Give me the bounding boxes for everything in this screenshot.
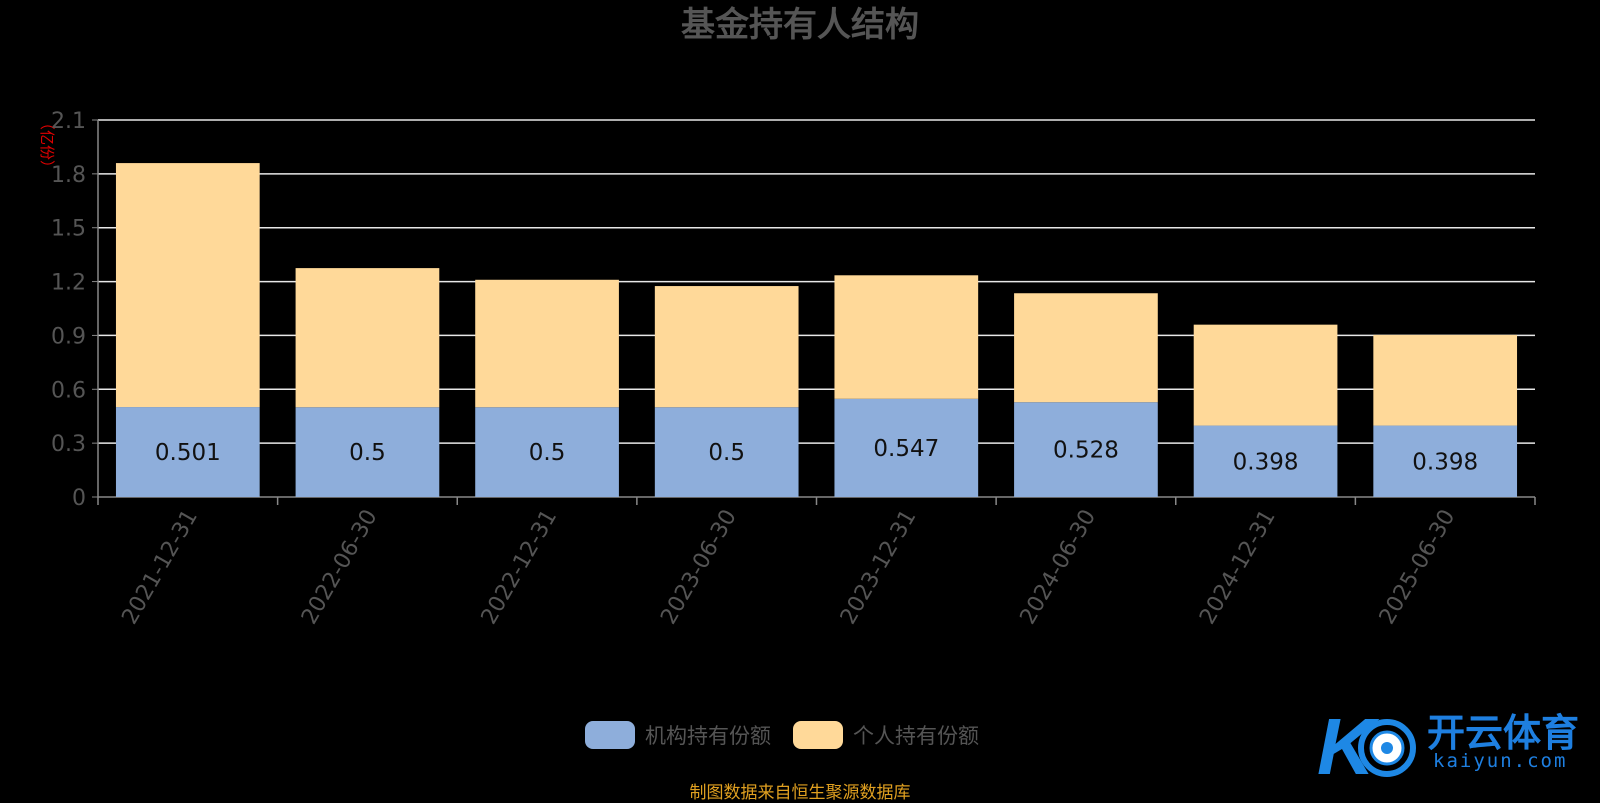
data-label: 0.5 bbox=[708, 440, 745, 466]
y-tick-label: 0.6 bbox=[51, 378, 86, 403]
legend-swatch-institutional bbox=[585, 721, 635, 749]
y-tick-label: 0.3 bbox=[51, 432, 86, 457]
data-label: 0.501 bbox=[155, 440, 221, 466]
x-tick-label: 2024-06-30 bbox=[1016, 506, 1102, 629]
x-tick-label: 2021-12-31 bbox=[117, 506, 203, 629]
source-note: 制图数据来自恒生聚源数据库 bbox=[689, 783, 911, 803]
data-label: 0.398 bbox=[1412, 449, 1478, 475]
y-tick-label: 1.2 bbox=[51, 271, 86, 296]
y-tick-label: 1.8 bbox=[51, 163, 86, 188]
bar-individual bbox=[654, 286, 799, 408]
bar-individual bbox=[1373, 334, 1518, 426]
bar-individual bbox=[1014, 293, 1158, 403]
watermark-logo: K 开云体育 kaiyun.com bbox=[1315, 698, 1600, 791]
legend: 机构持有份额 个人持有份额 bbox=[585, 720, 979, 750]
bar-institutional bbox=[295, 407, 440, 497]
bar-individual bbox=[115, 163, 260, 408]
data-label: 0.398 bbox=[1233, 449, 1299, 475]
watermark-brand: 开云体育 bbox=[1427, 711, 1580, 755]
legend-item-institutional[interactable]: 机构持有份额 bbox=[585, 720, 771, 750]
legend-label-individual: 个人持有份额 bbox=[853, 724, 979, 748]
x-tick-label: 2023-06-30 bbox=[656, 506, 742, 629]
svg-text:K: K bbox=[1317, 702, 1380, 788]
x-tick-label: 2022-06-30 bbox=[297, 506, 383, 629]
data-label: 0.547 bbox=[873, 436, 939, 462]
y-unit-label: （亿份） bbox=[38, 115, 56, 175]
bar-institutional bbox=[1014, 402, 1158, 497]
bar-institutional bbox=[834, 398, 979, 497]
x-tick-label: 2024-12-31 bbox=[1195, 506, 1281, 629]
bar-institutional bbox=[1373, 425, 1518, 497]
chart-title: 基金持有人结构 bbox=[681, 5, 919, 45]
data-label: 0.5 bbox=[349, 440, 386, 466]
legend-label-institutional: 机构持有份额 bbox=[645, 724, 771, 748]
y-tick-label: 1.5 bbox=[51, 217, 86, 242]
x-tick-label: 2023-12-31 bbox=[836, 506, 922, 629]
bar-institutional bbox=[475, 407, 619, 497]
y-tick-label: 2.1 bbox=[51, 109, 86, 134]
bar-individual bbox=[834, 275, 979, 399]
data-label: 0.528 bbox=[1053, 438, 1119, 464]
y-tick-label: 0.9 bbox=[51, 324, 86, 349]
bar-institutional bbox=[654, 407, 799, 497]
bar-institutional bbox=[1193, 425, 1338, 497]
x-tick-label: 2022-12-31 bbox=[477, 506, 563, 629]
data-label: 0.5 bbox=[529, 440, 566, 466]
legend-swatch-individual bbox=[793, 721, 843, 749]
y-tick-label: 0 bbox=[72, 486, 86, 511]
logo-icon: K bbox=[1317, 702, 1416, 791]
x-tick-label: 2025-06-30 bbox=[1375, 506, 1461, 629]
legend-item-individual[interactable]: 个人持有份额 bbox=[793, 720, 979, 750]
bar-individual bbox=[295, 268, 440, 408]
bar-institutional bbox=[115, 407, 260, 497]
watermark-domain: kaiyun.com bbox=[1433, 750, 1568, 772]
bar-individual bbox=[1193, 324, 1338, 426]
bar-individual bbox=[475, 279, 619, 408]
